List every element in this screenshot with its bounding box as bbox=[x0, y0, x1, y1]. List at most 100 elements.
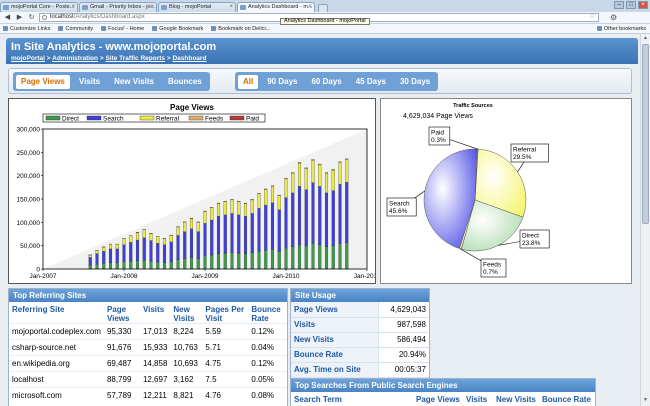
bar-segment bbox=[142, 260, 146, 270]
browser-tab[interactable]: Blog - mojoPortal × bbox=[158, 2, 236, 12]
pie-label-box bbox=[386, 197, 417, 217]
bookmark-item[interactable]: Focus! - Home bbox=[101, 26, 144, 32]
bar-segment bbox=[284, 247, 288, 270]
bar-segment bbox=[345, 242, 349, 270]
bar-segment bbox=[304, 168, 308, 190]
scroll-down-icon[interactable]: ▼ bbox=[643, 397, 648, 403]
bar-segment bbox=[108, 248, 113, 264]
minimize-icon[interactable]: – bbox=[614, 1, 624, 9]
tab-range-60[interactable]: 60 Days bbox=[311, 76, 342, 86]
legend-swatch bbox=[86, 115, 102, 121]
chart-bars bbox=[88, 158, 349, 270]
close-tab-icon[interactable]: × bbox=[150, 4, 154, 10]
breadcrumb-link[interactable]: Administration bbox=[52, 55, 99, 62]
bookmark-item[interactable]: Community bbox=[58, 26, 93, 32]
tab-range-45[interactable]: 45 Days bbox=[355, 76, 386, 86]
new-tab-button[interactable] bbox=[318, 4, 328, 12]
close-tab-icon[interactable]: × bbox=[229, 4, 233, 10]
tab-range-90[interactable]: 90 Days bbox=[267, 76, 298, 86]
pie-label-box bbox=[510, 143, 549, 163]
table-row: Avg. Time on Site 00:05:37 bbox=[291, 362, 429, 378]
scrollbar-thumb[interactable] bbox=[642, 44, 649, 224]
tab-new-visits[interactable]: New Visits bbox=[114, 76, 154, 86]
referring-site-cell[interactable]: mojoportal.codeplex.com bbox=[9, 323, 104, 340]
column-header[interactable]: Search Term bbox=[294, 395, 342, 404]
bar-segment bbox=[297, 186, 302, 245]
referring-site-cell[interactable]: microsoft.com bbox=[9, 387, 104, 404]
bar-segment bbox=[169, 261, 173, 270]
close-tab-icon[interactable]: × bbox=[308, 4, 312, 10]
bar-segment bbox=[102, 263, 106, 270]
column-header[interactable]: Visits bbox=[142, 305, 165, 314]
browser-tab[interactable]: mojoPortal Core - Poste... × bbox=[0, 2, 78, 12]
bar-segment bbox=[270, 186, 275, 203]
page-views-chart: Page Views Direct Search Referral Feeds Paid… bbox=[17, 103, 381, 280]
referring-site-cell[interactable]: localhost bbox=[9, 371, 104, 388]
close-window-icon[interactable]: × bbox=[638, 1, 648, 9]
column-header[interactable]: Bounce Rate bbox=[542, 395, 591, 404]
bar-segment bbox=[216, 253, 221, 270]
star-icon[interactable]: ☆ bbox=[588, 13, 595, 20]
bar-segment bbox=[324, 192, 329, 247]
column-header[interactable]: Page Views bbox=[106, 305, 130, 323]
scroll-up-icon[interactable]: ▲ bbox=[643, 35, 648, 41]
breadcrumb-link[interactable]: mojoPortal bbox=[11, 55, 45, 62]
bar-segment bbox=[169, 241, 173, 262]
maximize-icon[interactable]: □ bbox=[626, 1, 636, 9]
browser-tab-active[interactable]: Analytics Dashboard - m... × bbox=[237, 2, 315, 12]
bar-segment bbox=[257, 208, 261, 252]
close-tab-icon[interactable]: × bbox=[71, 4, 75, 10]
breadcrumb-link[interactable]: Dashboard bbox=[172, 55, 207, 62]
bookmark-item[interactable]: Bookmark on Delici... bbox=[211, 26, 270, 32]
reload-icon[interactable]: ↻ bbox=[28, 14, 35, 21]
usage-value: 586,494 bbox=[378, 332, 429, 348]
bar-segment bbox=[223, 201, 227, 215]
pie-label-box bbox=[480, 258, 507, 278]
column-header[interactable]: Referring Site bbox=[12, 305, 65, 314]
table-cell: 69,487 bbox=[103, 355, 140, 372]
tab-visits[interactable]: Visits bbox=[78, 76, 101, 86]
usage-label: Bounce Rate bbox=[291, 347, 379, 363]
bookmark-item[interactable]: Customize Links bbox=[3, 26, 50, 32]
filter-bar: Page Views Visits New Visits Bounces All… bbox=[8, 68, 632, 94]
column-header[interactable]: New Visits bbox=[496, 395, 536, 404]
forward-arrow-icon[interactable]: ▶ bbox=[16, 14, 23, 21]
column-header[interactable]: New Visits bbox=[173, 305, 195, 323]
column-header[interactable]: Bounce Rate bbox=[251, 305, 281, 323]
bar-segment bbox=[162, 262, 167, 270]
column-header[interactable]: Visits bbox=[466, 395, 488, 404]
referring-site-cell[interactable]: en.wikipedia.org bbox=[9, 355, 104, 372]
legend-swatch bbox=[139, 115, 155, 121]
table-cell: 95,330 bbox=[103, 323, 140, 340]
column-header[interactable]: Pages Per Visit bbox=[205, 305, 245, 323]
legend-label: Referral bbox=[156, 116, 180, 123]
referring-site-cell[interactable]: csharp-source.net bbox=[9, 339, 104, 356]
other-bookmarks[interactable]: Other bookmarks bbox=[597, 26, 646, 32]
metric-tab-group: Page Views Visits New Visits Bounces bbox=[13, 72, 210, 91]
tab-range-all[interactable]: All bbox=[238, 74, 259, 89]
table-cell: 57,789 bbox=[103, 387, 140, 404]
favicon-icon bbox=[82, 5, 88, 10]
bar-segment bbox=[95, 250, 99, 254]
breadcrumb-link[interactable]: Site Traffic Reports bbox=[105, 55, 166, 62]
bookmark-item[interactable]: Google Bookmark bbox=[152, 26, 203, 32]
page-scrollbar[interactable]: ▲ ▼ bbox=[640, 34, 650, 406]
tab-range-30[interactable]: 30 Days bbox=[399, 76, 431, 86]
bar-segment bbox=[331, 245, 335, 270]
table-cell: 17,013 bbox=[139, 323, 171, 340]
bar-segment bbox=[311, 159, 315, 161]
usage-table: Page Views 4,629,043 Visits 987,598 New Visi… bbox=[291, 302, 429, 378]
pie-label-value: 0.3% bbox=[431, 137, 446, 144]
bar-segment bbox=[115, 244, 119, 250]
tab-page-views[interactable]: Page Views bbox=[16, 74, 70, 89]
table-row: Page Views 4,629,043 bbox=[291, 302, 429, 318]
back-arrow-icon[interactable]: ◀ bbox=[4, 14, 11, 21]
browser-tab[interactable]: Gmail - Priority Inbox - jo... × bbox=[79, 2, 157, 12]
table-cell: 12,697 bbox=[139, 371, 171, 388]
bar-segment bbox=[277, 195, 281, 210]
y-axis-labels: 0 50,000 100,000 150,000 200,000 250,000 300,0… bbox=[17, 127, 41, 274]
wrench-icon[interactable]: ⚙ bbox=[610, 13, 618, 22]
bar-segment bbox=[331, 169, 335, 171]
column-header[interactable]: Page Views bbox=[416, 395, 460, 404]
tab-bounces[interactable]: Bounces bbox=[167, 76, 202, 86]
